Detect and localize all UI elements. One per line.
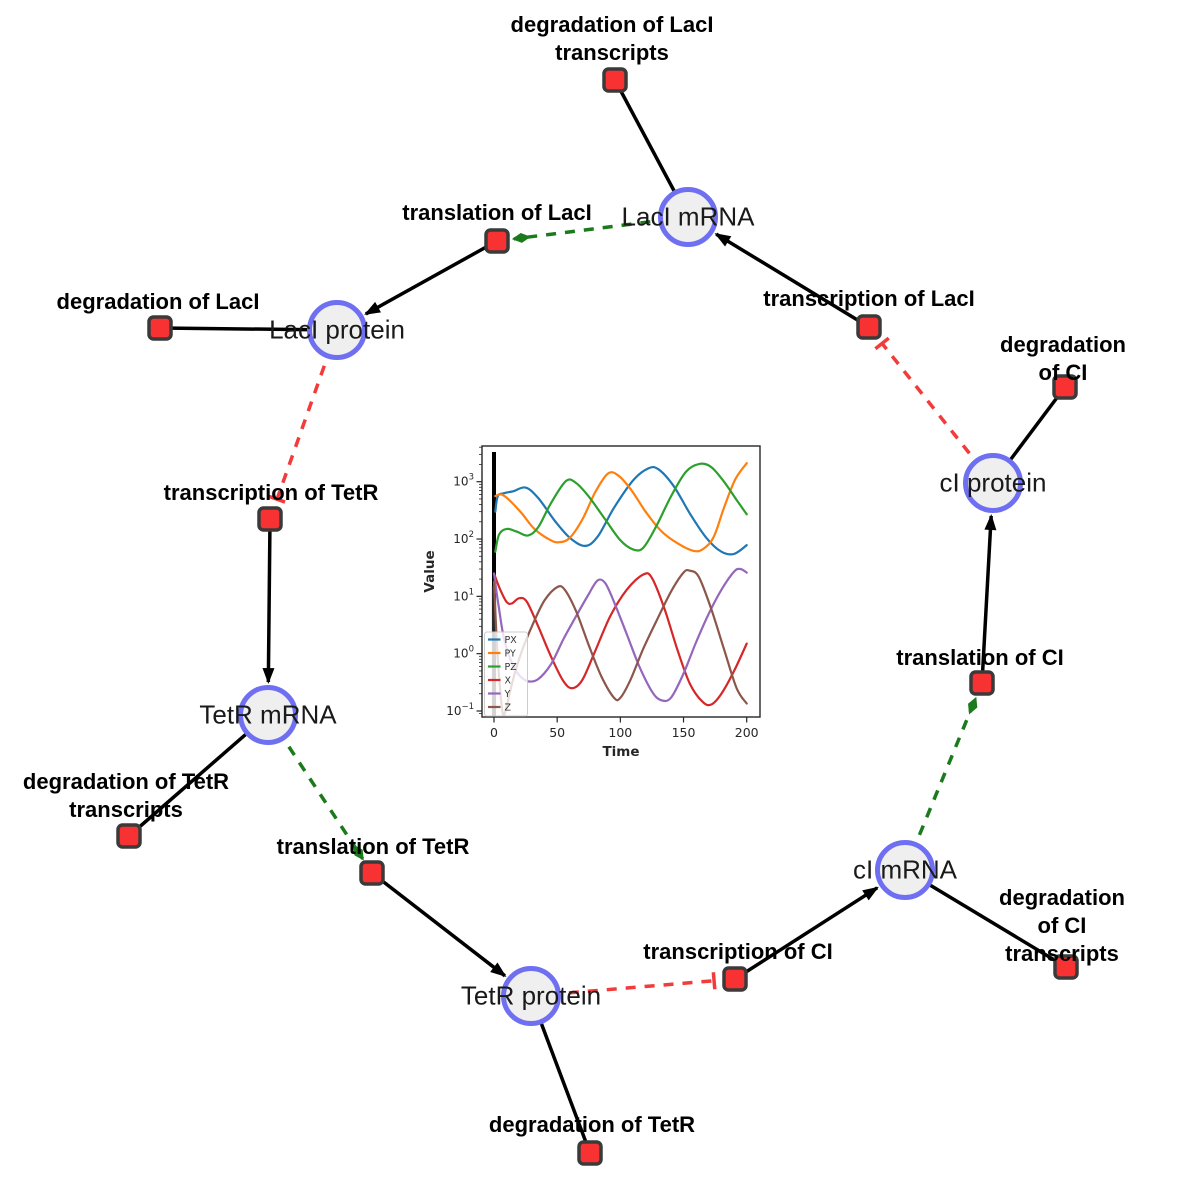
edge-product-transcription-laci-to-laci-mrna bbox=[714, 232, 870, 329]
x-axis-label: Time bbox=[602, 744, 639, 760]
edge-product-transcription-tetr-to-tetr-mrna bbox=[262, 518, 275, 685]
y-tick-label: 100 bbox=[453, 645, 474, 661]
reaction-node-translation-ci bbox=[969, 670, 995, 696]
x-tick-label: 50 bbox=[549, 725, 565, 740]
edge-product-transcription-ci-to-ci-mrna bbox=[734, 886, 879, 981]
inset-chart: 103 102 101 100 10−1 0 50 100 150 200 Time Value PX P… bbox=[420, 436, 776, 762]
axes-frame bbox=[481, 445, 761, 718]
reaction-nodes-layer bbox=[116, 67, 1079, 1166]
y-tick-label: 103 bbox=[453, 473, 474, 489]
reaction-node-transcription-laci bbox=[856, 314, 882, 340]
reaction-node-deg-ci bbox=[1052, 374, 1078, 400]
chart-legend: PX PY PZ XYZ bbox=[484, 631, 528, 717]
curve-X bbox=[492, 572, 748, 707]
edge-inhibition-tetr-protein-to-transcription-ci bbox=[530, 972, 717, 998]
curve-PY bbox=[494, 462, 748, 553]
x-tick-label: 100 bbox=[608, 725, 632, 740]
legend-label-X: X bbox=[505, 676, 512, 687]
reaction-node-deg-laci bbox=[147, 315, 173, 341]
reaction-node-transcription-tetr bbox=[257, 506, 283, 532]
edge-product-translation-laci-to-laci-protein bbox=[364, 239, 498, 316]
y-tick-label: 101 bbox=[453, 587, 474, 603]
reaction-node-deg-ci-tx bbox=[1053, 954, 1079, 980]
legend-label-Y: Y bbox=[504, 689, 511, 700]
y-axis-label: Value bbox=[422, 550, 438, 592]
x-axis-ticks: 0 50 100 150 200 bbox=[490, 717, 759, 740]
curve-PX bbox=[494, 465, 748, 556]
species-node-ci-protein bbox=[963, 453, 1023, 513]
species-node-laci-protein bbox=[307, 300, 367, 360]
edge-reactant-ci-mrna-to-deg-ci-tx bbox=[904, 868, 1067, 969]
reaction-node-deg-tetr-tx bbox=[116, 823, 142, 849]
legend-label-PZ: PZ bbox=[505, 662, 518, 673]
species-node-ci-mrna bbox=[875, 840, 935, 900]
x-tick-label: 150 bbox=[672, 725, 696, 740]
species-node-tetr-mrna bbox=[238, 685, 298, 745]
legend-label-PX: PX bbox=[505, 635, 518, 646]
reaction-node-deg-laci-tx bbox=[602, 67, 628, 93]
x-tick-label: 200 bbox=[735, 725, 759, 740]
curve-Y bbox=[492, 567, 748, 703]
y-tick-label: 10−1 bbox=[446, 702, 474, 718]
curve-PZ bbox=[494, 462, 748, 553]
species-nodes-layer bbox=[238, 187, 1023, 1026]
species-node-tetr-protein bbox=[501, 966, 561, 1026]
x-tick-label: 0 bbox=[490, 725, 498, 740]
edge-modifier-ci-mrna-to-translation-ci bbox=[903, 696, 978, 871]
reaction-node-translation-laci bbox=[484, 228, 510, 254]
curves-layer bbox=[492, 462, 748, 717]
reaction-node-translation-tetr bbox=[359, 860, 385, 886]
edge-product-translation-ci-to-ci-protein bbox=[980, 513, 997, 684]
legend-label-PY: PY bbox=[505, 649, 517, 660]
reaction-node-deg-tetr bbox=[577, 1140, 603, 1166]
curve-Z bbox=[492, 568, 748, 717]
edge-reactant-tetr-mrna-to-deg-tetr-tx bbox=[127, 713, 270, 838]
species-node-laci-mrna bbox=[658, 187, 718, 247]
reaction-node-transcription-ci bbox=[722, 966, 748, 992]
y-axis-ticks: 103 102 101 100 10−1 bbox=[446, 473, 482, 718]
edge-product-translation-tetr-to-tetr-protein bbox=[370, 871, 507, 978]
legend-label-Z: Z bbox=[505, 703, 512, 714]
y-tick-label: 102 bbox=[453, 530, 474, 546]
